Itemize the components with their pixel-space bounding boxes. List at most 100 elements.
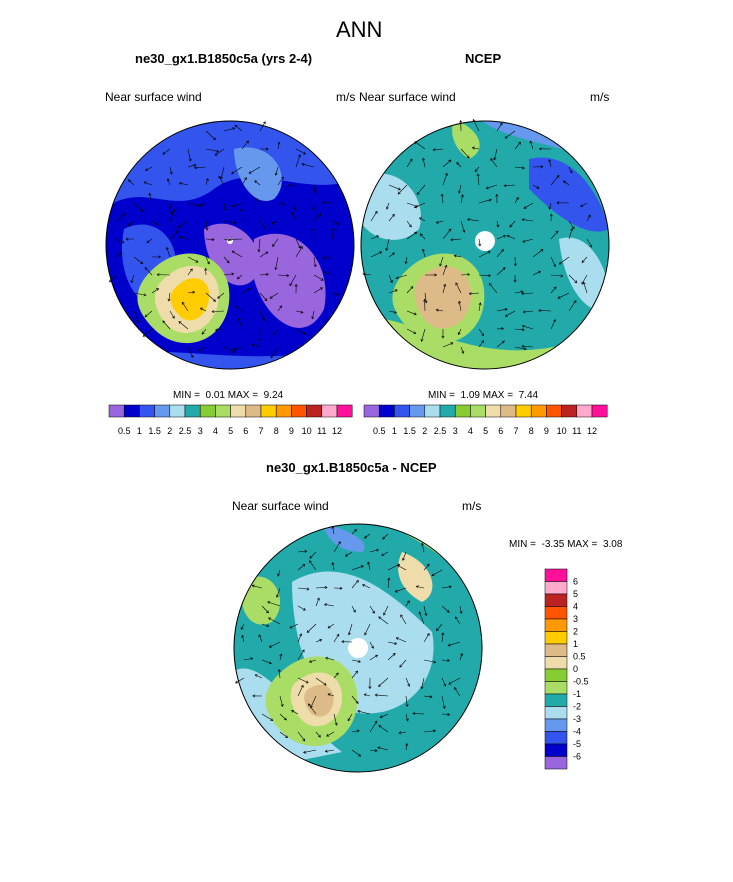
wind-vector-head xyxy=(205,227,209,231)
wind-vector xyxy=(297,587,310,590)
wind-vector-head xyxy=(360,565,364,569)
wind-vector xyxy=(205,220,208,231)
wind-vector xyxy=(179,236,189,240)
colorbar-difference-swatch xyxy=(544,581,568,595)
wind-vector-head xyxy=(374,720,378,724)
wind-vector xyxy=(166,247,171,258)
wind-vector xyxy=(277,142,280,150)
wind-vector xyxy=(559,256,570,265)
wind-vector-head xyxy=(311,227,316,231)
wind-vector-head xyxy=(234,124,238,128)
wind-vector-head xyxy=(267,601,271,604)
wind-vector-head xyxy=(431,573,435,577)
wind-vector-head xyxy=(317,734,321,738)
wind-vector xyxy=(369,749,378,752)
wind-vector xyxy=(568,300,577,312)
wind-vector-head xyxy=(503,184,507,188)
wind-vector-head xyxy=(371,645,374,649)
wind-vector-head xyxy=(434,273,438,277)
wind-vector xyxy=(109,274,117,283)
colorbar-model-swatch xyxy=(215,404,231,418)
wind-vector xyxy=(431,569,443,576)
colorbar-ncep: 0.5 1 1.5 2 2.5 3 4 5 6 7 8 9 10 11 12 xyxy=(363,404,608,436)
wind-vector-head xyxy=(143,293,147,297)
wind-vector-head xyxy=(140,261,144,265)
wind-vector-head xyxy=(424,612,428,617)
colorbar-difference-swatch xyxy=(544,656,568,670)
wind-vector xyxy=(442,228,452,240)
wind-vector xyxy=(143,181,153,186)
wind-vector-head xyxy=(481,333,485,337)
wind-vector xyxy=(377,747,389,751)
wind-vector xyxy=(324,271,333,276)
wind-vector xyxy=(291,212,297,222)
wind-vector xyxy=(297,564,306,571)
wind-vector xyxy=(331,220,340,226)
wind-vector xyxy=(133,256,143,264)
colorbar-model-swatch xyxy=(291,404,307,418)
wind-vector-head xyxy=(280,703,284,708)
wind-vector-head xyxy=(268,617,272,621)
wind-vector-head xyxy=(429,695,433,699)
wind-vector-head xyxy=(231,272,235,276)
wind-vector-head xyxy=(155,222,159,226)
wind-vector-head xyxy=(450,238,454,242)
wind-vector-head xyxy=(406,600,410,604)
wind-vector-head xyxy=(195,259,199,263)
wind-vector-head xyxy=(495,193,499,197)
colorbar-model: 0.5 1 1.5 2 2.5 3 4 5 6 7 8 9 10 11 12 xyxy=(108,404,353,436)
wind-vector xyxy=(441,632,444,643)
colorbar-ncep-swatch xyxy=(591,404,608,418)
wind-vector-head xyxy=(262,121,266,125)
wind-vector xyxy=(333,713,337,726)
colorbar-difference-swatch xyxy=(544,568,568,582)
wind-vector-head xyxy=(263,226,266,230)
wind-vector xyxy=(388,214,395,222)
wind-vector xyxy=(351,670,358,679)
wind-vector xyxy=(514,328,525,331)
wind-vector-head xyxy=(297,154,301,158)
wind-vector-head xyxy=(211,238,215,242)
wind-vector-head xyxy=(355,700,359,704)
wind-vector xyxy=(472,119,480,132)
wind-vector xyxy=(478,302,481,312)
wind-vector xyxy=(333,672,339,679)
wind-vector xyxy=(460,194,463,204)
wind-vector-head xyxy=(385,206,389,210)
wind-vector xyxy=(395,587,407,593)
wind-vector-head xyxy=(435,220,439,224)
wind-vector-head xyxy=(426,563,430,567)
wind-vector-head xyxy=(442,706,446,710)
wind-vector-head xyxy=(353,609,356,613)
panel3-title: ne30_gx1.B1850c5a - NCEP xyxy=(266,460,437,475)
wind-vector xyxy=(514,141,521,150)
wind-vector xyxy=(422,249,426,258)
wind-vector-head xyxy=(280,176,284,180)
colorbar-ncep-tick-label: 9 xyxy=(544,426,549,436)
wind-vector xyxy=(133,202,144,212)
wind-vector xyxy=(568,220,575,229)
wind-vector-head xyxy=(319,638,323,642)
wind-vector xyxy=(255,197,261,204)
wind-vector xyxy=(327,623,335,629)
wind-vector xyxy=(505,310,516,317)
wind-vector-head xyxy=(397,564,401,568)
wind-vector-head xyxy=(393,310,397,314)
wind-vector xyxy=(312,310,315,319)
wind-vector-head xyxy=(233,221,237,225)
wind-vector-head xyxy=(165,246,169,250)
wind-vector xyxy=(306,623,317,633)
wind-vector-head xyxy=(368,686,372,690)
wind-vector xyxy=(550,175,560,186)
wind-vector-head xyxy=(374,693,378,697)
wind-vector-head xyxy=(337,541,341,545)
wind-vector xyxy=(309,551,317,559)
wind-vector-head xyxy=(274,172,278,176)
wind-vector xyxy=(345,551,353,557)
wind-vector-head xyxy=(162,320,166,324)
wind-vector xyxy=(406,310,417,315)
wind-vector xyxy=(268,617,281,625)
wind-vector xyxy=(369,549,379,553)
wind-vector xyxy=(423,563,430,571)
wind-vector-head xyxy=(265,251,269,255)
